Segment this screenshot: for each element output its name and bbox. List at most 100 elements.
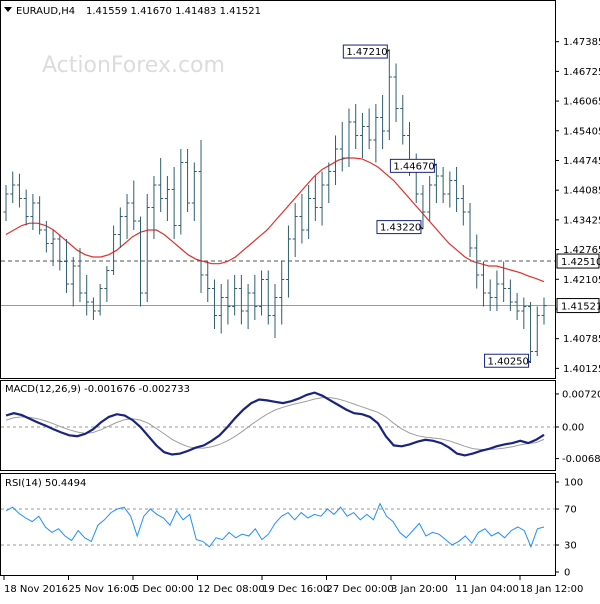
ohlc-bar: [43, 221, 49, 253]
ohlc-bar: [480, 261, 486, 307]
ohlc-bar: [3, 185, 9, 221]
ohlc-bar: [64, 239, 70, 293]
time-axis: 18 Nov 2016 25 Nov 16:005 Dec 00:00 12 Dec…: [3, 576, 583, 595]
ohlc-bar: [285, 225, 291, 298]
ohlc-bar: [10, 171, 16, 203]
price-annotations: 1.47210 1.44670 1.43220 1.40250: [342, 44, 531, 368]
ohlc-bar: [353, 104, 359, 149]
price-pane-frame: [0, 0, 556, 379]
ohlc-bar: [272, 284, 278, 338]
ohlc-bar: [265, 270, 271, 325]
ohlc-bar: [393, 63, 399, 122]
ohlc-bar: [514, 293, 520, 320]
ohlc-bar: [218, 284, 224, 334]
ohlc-bar: [232, 275, 238, 316]
price-tick-label: 1.40125: [563, 364, 600, 375]
rsi-plot: [1, 502, 555, 549]
price-tick-label: 1.42105: [563, 275, 600, 286]
ohlc-bar: [131, 180, 137, 230]
ohlc-bar: [151, 176, 157, 239]
ohlc-bar: [191, 162, 197, 221]
rsi-tick-label: 100: [564, 478, 583, 489]
annotation-box: [389, 158, 435, 173]
price-header: EURAUD,H4 1.41559 1.41670 1.41483 1.4152…: [4, 6, 261, 17]
price-axis: 1.47385 1.46725 1.46065 1.45405 1.44745 1.440…: [555, 37, 600, 375]
annotation-label: 1.43220: [380, 223, 421, 234]
reference-value-label: 1.41521: [561, 302, 600, 313]
ohlc-bar: [97, 284, 103, 316]
ohlc-bar: [474, 234, 480, 289]
ohlc-bar: [380, 95, 386, 149]
rsi-title: RSI(14) 50.4494: [5, 478, 86, 489]
price-plot: [1, 49, 555, 363]
ohlc-bar: [333, 135, 339, 185]
rsi-pane-frame: [0, 473, 556, 576]
rsi-tick-label: 30: [564, 541, 577, 552]
ohlc-bar: [521, 297, 527, 329]
price-tick-label: 1.43425: [563, 215, 600, 226]
annotation-box: [376, 220, 422, 235]
ohlc-bar: [70, 257, 76, 307]
price-tick-label: 1.47385: [563, 37, 600, 48]
rsi-axis: 100 70 30 0: [555, 478, 583, 579]
ohlc-bar: [487, 279, 493, 311]
annotation-label: 1.44670: [393, 161, 434, 172]
macd-axis: 0.007201 0.00 -0.006888: [555, 389, 600, 465]
ohlc-bar: [111, 225, 117, 275]
ohlc-bar: [144, 194, 150, 302]
time-tick-label: 18 Nov 2016: [4, 584, 68, 595]
ohlc-bar: [57, 234, 63, 271]
time-tick-label: 19 Dec 16:00: [262, 584, 329, 595]
time-tick-label: 25 Nov 16:00: [69, 584, 136, 595]
ohlc-bar: [541, 297, 547, 325]
macd-pane-frame: [0, 380, 556, 471]
ohlc-bar: [306, 185, 312, 239]
ohlc-bar: [16, 173, 22, 208]
annotation-label: 1.47210: [346, 47, 387, 58]
ohlc-bar: [211, 279, 217, 329]
ohlc-bar: [460, 185, 466, 226]
ohlc-bar: [124, 194, 130, 239]
ohlc-bar: [225, 279, 231, 325]
ohlc-bar: [507, 279, 513, 311]
reference-value-label: 1.42510: [561, 257, 600, 268]
ohlc-bar: [279, 261, 285, 325]
ohlc-bar: [440, 167, 446, 203]
ohlc-bar: [164, 176, 170, 221]
ohlc-bar: [366, 108, 372, 149]
ohlc-bar: [386, 49, 392, 140]
price-tick-label: 1.45405: [563, 126, 600, 137]
ohlc-bar: [178, 149, 184, 235]
ohlc-bar: [252, 275, 258, 320]
ohlc-bar: [326, 162, 332, 203]
collapse-triangle-icon[interactable]: [4, 7, 12, 12]
ohlc-bar: [359, 113, 365, 158]
reference-value-box: [556, 298, 600, 314]
ohlc-bar: [50, 230, 56, 266]
time-tick-label: 11 Jan 04:00: [456, 584, 519, 595]
time-tick-label: 3 Jan 20:00: [391, 584, 448, 595]
ohlc-readout: 1.41559 1.41670 1.41483 1.41521: [86, 6, 261, 17]
price-tick-label: 1.46725: [563, 67, 600, 78]
ohlc-bar: [528, 302, 534, 363]
price-tick-label: 1.40785: [563, 334, 600, 345]
time-tick-label: 27 Dec 00:00: [327, 584, 394, 595]
ohlc-bar: [30, 194, 36, 230]
ohlc-bar: [427, 176, 433, 221]
price-tick-label: 1.44745: [563, 156, 600, 167]
ohlc-bar: [259, 270, 265, 316]
rsi-tick-label: 0: [564, 568, 570, 579]
ohlc-bar: [198, 140, 204, 293]
ohlc-bar: [292, 203, 298, 257]
annotation-label: 1.40250: [488, 356, 529, 367]
ohlc-bar: [238, 275, 244, 325]
ohlc-bar: [467, 203, 473, 257]
symbol-title: EURAUD,H4: [16, 6, 75, 17]
macd-tick-label: 0.007201: [562, 389, 600, 400]
ohlc-bar: [373, 104, 379, 163]
rsi-line: [5, 502, 545, 549]
ohlc-bar: [433, 163, 439, 203]
ohlc-bar: [84, 275, 90, 316]
annotation-box: [342, 44, 388, 59]
